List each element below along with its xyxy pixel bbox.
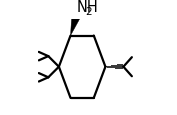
Polygon shape [70, 15, 81, 36]
Text: 2: 2 [85, 7, 92, 17]
Text: NH: NH [77, 0, 99, 15]
